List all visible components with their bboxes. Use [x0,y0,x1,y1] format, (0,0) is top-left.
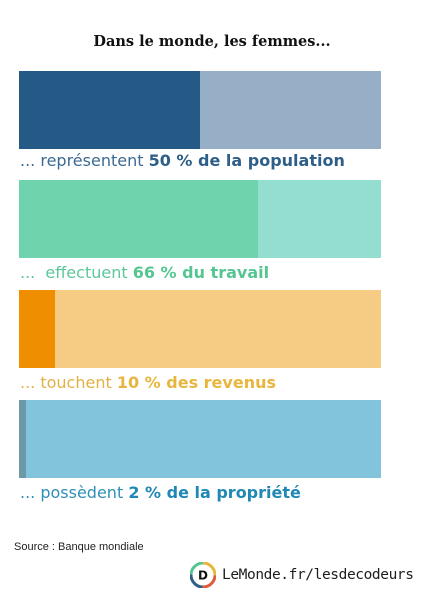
bar-label-value: 66 % du travail [132,263,270,282]
bar-value-segment [19,290,55,368]
bar-label-1: ... représentent 50 % de la population [20,151,345,170]
chart-title: Dans le monde, les femmes... [93,33,331,50]
bar-value-segment [19,71,200,149]
bar-remainder-segment [55,290,381,368]
bar-label-prefix: ... représentent [20,151,149,170]
brand-link[interactable]: LeMonde.fr/lesdecodeurs [222,567,414,583]
source-note: Source : Banque mondiale [14,541,144,553]
bar-label-2: ... effectuent 66 % du travail [20,263,269,282]
bar-row-3 [19,290,381,368]
bar-remainder-segment [26,400,381,478]
bar-row-2 [19,180,381,258]
bar-row-4 [19,400,381,478]
bar-remainder-segment [258,180,381,258]
bar-row-1 [19,71,381,149]
bar-label-prefix: ... touchent [20,373,117,392]
bar-value-segment [19,400,26,478]
bar-label-3: ... touchent 10 % des revenus [20,373,276,392]
svg-text:D: D [198,569,208,583]
bar-value-segment [19,180,258,258]
bar-label-value: 50 % de la population [148,151,345,170]
brand-logo[interactable]: D LeMonde.fr/lesdecodeurs [190,562,414,588]
bar-label-value: 2 % de la propriété [128,483,301,502]
decodeurs-logo-icon: D [190,562,216,588]
bar-label-value: 10 % des revenus [116,373,276,392]
bar-remainder-segment [200,71,381,149]
bar-label-prefix: ... possèdent [20,483,129,502]
bar-label-4: ... possèdent 2 % de la propriété [20,483,301,502]
bar-label-prefix: ... effectuent [20,263,133,282]
